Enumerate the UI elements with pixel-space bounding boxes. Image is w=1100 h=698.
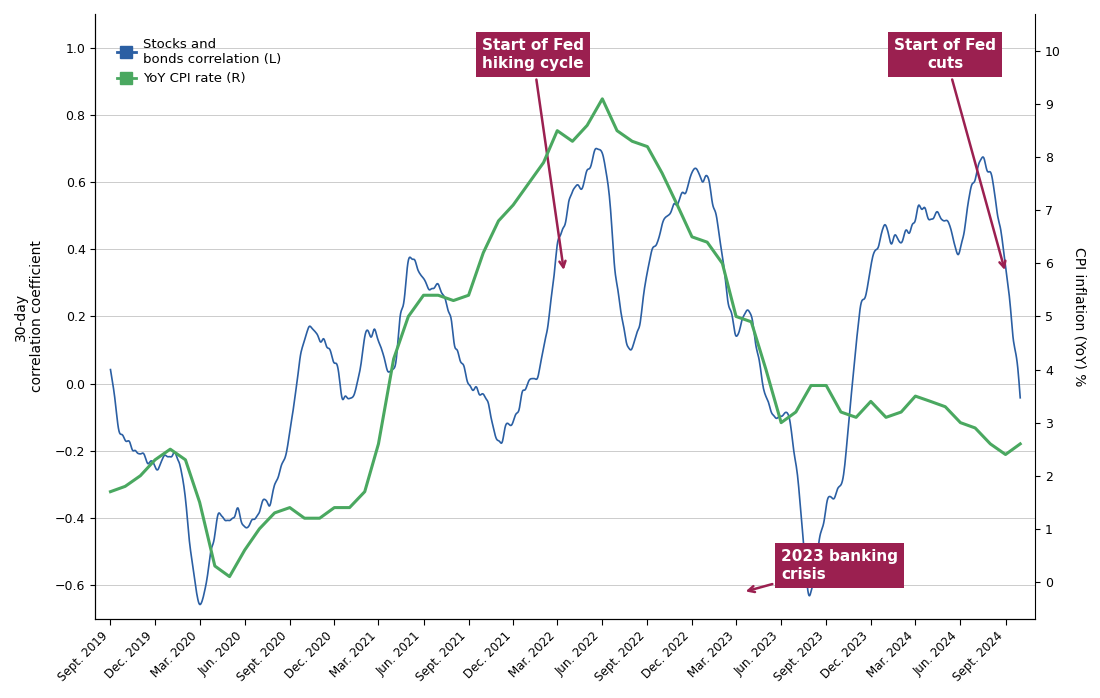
Y-axis label: CPI inflation (YoY) %: CPI inflation (YoY) % (1072, 247, 1086, 386)
Y-axis label: 30-day
correlation coefficient: 30-day correlation coefficient (14, 241, 44, 392)
Legend: Stocks and
bonds correlation (L), YoY CPI rate (R): Stocks and bonds correlation (L), YoY CP… (111, 33, 286, 91)
Text: Start of Fed
hiking cycle: Start of Fed hiking cycle (482, 38, 584, 267)
Text: Start of Fed
cuts: Start of Fed cuts (894, 38, 1005, 267)
Text: 2023 banking
crisis: 2023 banking crisis (748, 549, 898, 592)
